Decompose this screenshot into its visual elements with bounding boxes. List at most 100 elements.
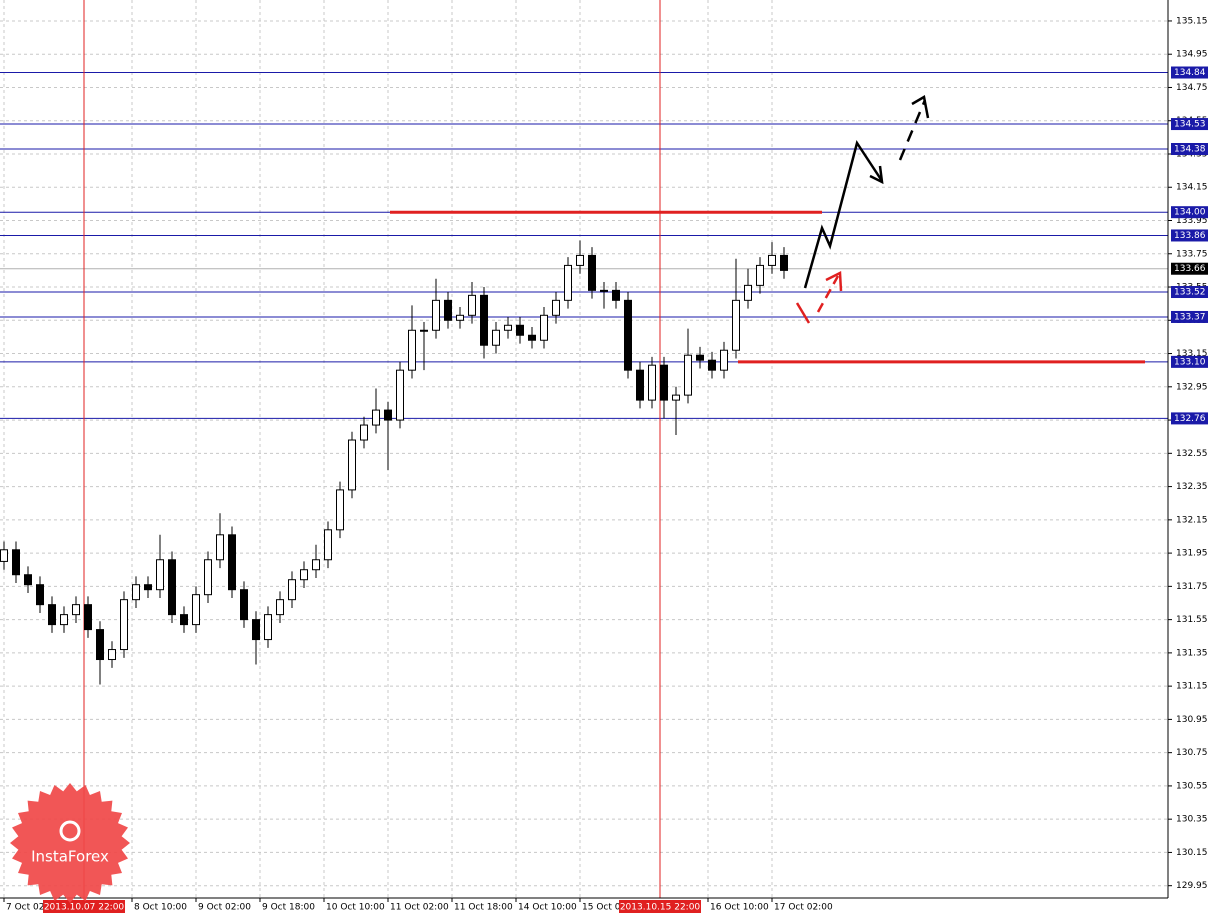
y-tick-label: 134.95 — [1176, 50, 1208, 60]
candle-body — [720, 349, 728, 371]
candle-body — [324, 529, 332, 561]
candle-body — [552, 299, 560, 316]
candle-body — [600, 289, 608, 292]
candle-body — [696, 354, 704, 361]
candle-body — [432, 299, 440, 331]
y-tick-label: 131.35 — [1176, 648, 1208, 658]
candle-body — [780, 254, 788, 271]
candle-body — [120, 599, 128, 651]
x-tick-label: 9 Oct 02:00 — [198, 903, 251, 913]
level-label-box — [1171, 286, 1208, 299]
x-tick-label: 16 Oct 10:00 — [710, 903, 769, 913]
candle-body — [192, 594, 200, 626]
x-tick-label: 9 Oct 18:00 — [262, 903, 315, 913]
logo: InstaForex — [10, 783, 130, 903]
candle-body — [264, 614, 272, 641]
candle-body — [204, 559, 212, 596]
y-tick-label: 132.15 — [1176, 515, 1208, 525]
level-label: 133.86 — [1174, 231, 1206, 241]
candle-body — [336, 489, 344, 531]
y-tick-label: 135.15 — [1176, 16, 1208, 26]
candle-body — [516, 324, 524, 336]
grid — [0, 0, 1168, 898]
level-label-box — [1171, 355, 1208, 368]
x-tick-label: 15 Oct 02:00 — [582, 903, 641, 913]
candle-body — [540, 314, 548, 341]
x-tick-label: 11 Oct 18:00 — [454, 903, 513, 913]
level-label-box — [1171, 310, 1208, 323]
logo-icon — [59, 820, 81, 842]
forecast-arrows — [795, 95, 930, 324]
candle-body — [468, 294, 476, 316]
y-tick-label: 130.95 — [1176, 715, 1208, 725]
level-label: 133.10 — [1174, 357, 1206, 367]
arrow-head — [825, 271, 843, 292]
marker-label: 2013.10.07 22:00 — [44, 903, 125, 913]
candle-body — [504, 324, 512, 331]
x-tick-label: 8 Oct 10:00 — [134, 903, 187, 913]
candle-body — [348, 439, 356, 491]
marker-label: 2013.10.15 22:00 — [620, 903, 701, 913]
candle-body — [456, 314, 464, 321]
candle-body — [372, 409, 380, 426]
level-label-box — [1171, 206, 1208, 219]
candle-body — [588, 254, 596, 291]
level-label: 134.38 — [1174, 145, 1206, 155]
candle-body — [612, 289, 620, 301]
y-tick-label: 131.15 — [1176, 682, 1208, 692]
candle-body — [384, 409, 392, 421]
candle-body — [636, 369, 644, 401]
forecast-dashed — [898, 99, 927, 161]
candle-body — [240, 589, 248, 621]
candle-body — [84, 604, 92, 631]
y-tick-label: 131.75 — [1176, 582, 1208, 592]
candle-body — [108, 649, 116, 661]
x-tick-label: 10 Oct 10:00 — [326, 903, 385, 913]
y-tick-label: 129.95 — [1176, 881, 1208, 891]
x-tick-label: 7 Oct 02:00 — [6, 903, 59, 913]
level-label-box — [1171, 118, 1208, 131]
candle-body — [72, 604, 80, 616]
y-tick-label: 133.15 — [1176, 349, 1208, 359]
candle-body — [60, 614, 68, 626]
candle-body — [648, 364, 656, 401]
levels — [0, 0, 1168, 898]
candle-body — [132, 584, 140, 601]
alt-path — [795, 302, 811, 324]
y-tick-label: 130.35 — [1176, 815, 1208, 825]
candle-body — [480, 294, 488, 346]
candle-body — [744, 284, 752, 301]
candle-body — [444, 299, 452, 321]
candle-body — [24, 574, 32, 586]
marker-label-box — [619, 900, 701, 913]
level-label: 134.53 — [1174, 120, 1206, 130]
level-label-box — [1171, 229, 1208, 242]
y-tick-label: 132.95 — [1176, 382, 1208, 392]
level-label: 134.00 — [1174, 208, 1206, 218]
candle-body — [684, 354, 692, 396]
candle-body — [732, 299, 740, 351]
candle-body — [420, 329, 428, 332]
candle-body — [672, 394, 680, 401]
candle-body — [492, 329, 500, 346]
candle-body — [252, 619, 260, 641]
candle-body — [768, 254, 776, 266]
level-label-box — [1171, 66, 1208, 79]
candle-body — [288, 579, 296, 601]
level-label-box — [1171, 143, 1208, 156]
x-tick-label: 11 Oct 02:00 — [390, 903, 449, 913]
y-tick-label: 130.55 — [1176, 781, 1208, 791]
x-tick-label: 14 Oct 10:00 — [518, 903, 577, 913]
candle-body — [180, 614, 188, 626]
candle-body — [708, 359, 716, 371]
y-tick-label: 132.55 — [1176, 449, 1208, 459]
y-tick-label: 131.95 — [1176, 549, 1208, 559]
current-price-box — [1171, 262, 1208, 275]
y-tick-label: 131.55 — [1176, 615, 1208, 625]
candle-body — [624, 299, 632, 371]
level-label: 134.84 — [1174, 68, 1206, 78]
candle-body — [96, 629, 104, 661]
alt-path — [816, 275, 840, 313]
